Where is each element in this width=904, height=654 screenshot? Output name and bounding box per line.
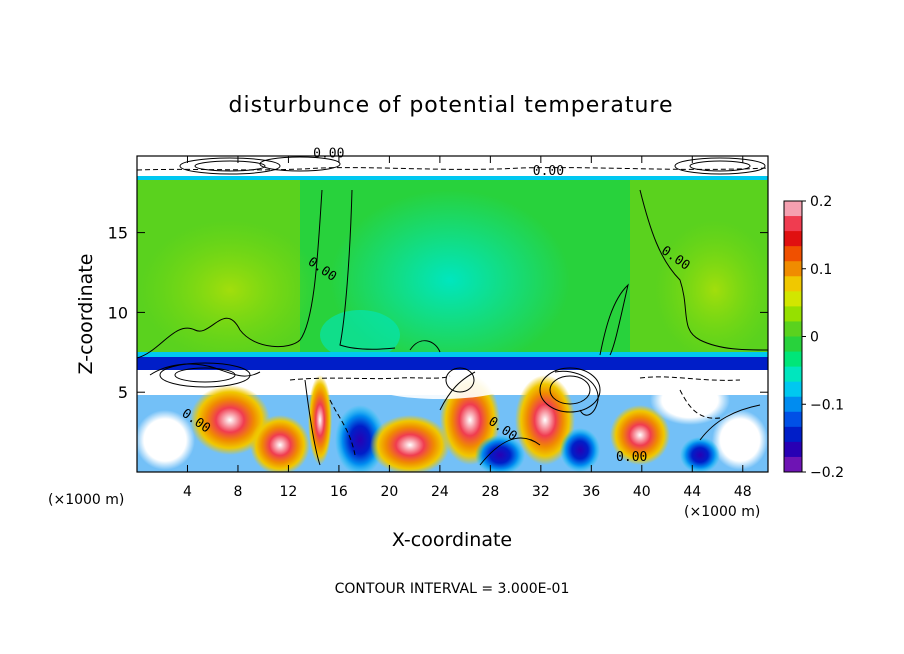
contour-lines xyxy=(137,189,768,466)
cell-3 xyxy=(250,415,310,472)
x-tick-label-5: 24 xyxy=(431,484,449,500)
contour-label-4: 0.00 xyxy=(616,450,647,465)
top-cyan-line xyxy=(137,176,768,180)
cell-8 xyxy=(475,435,525,472)
x-tick-label-7: 32 xyxy=(532,484,550,500)
colorbar-swatch-1 xyxy=(784,216,802,232)
colorbar-swatch-0 xyxy=(784,201,802,217)
contour-interval-footer: CONTOUR INTERVAL = 3.000E-01 xyxy=(335,581,570,597)
colorbar-tick-label-1: 0.1 xyxy=(810,262,832,278)
upper-yellow-left xyxy=(140,220,320,360)
contour-dashed xyxy=(137,167,768,456)
colorbar-swatch-16 xyxy=(784,441,802,458)
colorbar-swatch-5 xyxy=(784,276,802,292)
heatmap-field xyxy=(137,156,768,472)
cell-15 xyxy=(370,371,510,399)
cell-2 xyxy=(190,385,270,455)
colorbar-swatch-7 xyxy=(784,306,802,322)
cell-13 xyxy=(712,410,768,470)
colorbar-swatch-10 xyxy=(784,351,802,368)
x-tick-label-6: 28 xyxy=(481,484,499,500)
colorbar-swatch-13 xyxy=(784,396,802,413)
x-unit-right: (×1000 m) xyxy=(684,504,760,520)
x-unit-left: (×1000 m) xyxy=(48,492,124,508)
contour-label-6: 0.00 xyxy=(533,164,564,179)
x-tick-label-1: 8 xyxy=(233,484,242,500)
cell-14 xyxy=(680,437,720,472)
x-tick-label-8: 36 xyxy=(582,484,600,500)
colorbar-tick-label-2: 0 xyxy=(810,330,819,346)
colorbar-swatch-4 xyxy=(784,261,802,277)
x-tick-label-0: 4 xyxy=(183,484,192,500)
colorbar-swatch-9 xyxy=(784,336,802,353)
cell-1 xyxy=(137,410,195,470)
top-contour-swirls xyxy=(179,156,766,175)
cell-11 xyxy=(610,405,670,465)
colorbar-swatch-8 xyxy=(784,321,802,337)
colorbar-swatch-14 xyxy=(784,411,802,428)
colorbar: 0.2 0.1 0 −0.1 −0.2 xyxy=(783,194,844,481)
x-tick-label-11: 48 xyxy=(734,484,752,500)
colorbar-swatch-6 xyxy=(784,291,802,307)
colorbar-tick-label-0: 0.2 xyxy=(810,194,832,210)
colorbar-swatch-2 xyxy=(784,231,802,247)
x-axis-label: X-coordinate xyxy=(392,529,512,551)
top-white-band xyxy=(137,156,768,178)
colorbar-swatch-12 xyxy=(784,381,802,398)
x-tick-label-9: 40 xyxy=(633,484,651,500)
y-tick-label-1: 10 xyxy=(108,303,128,322)
cell-10 xyxy=(560,428,600,472)
y-tick-label-0: 5 xyxy=(118,383,128,402)
x-axis: 4 8 12 16 20 24 28 32 36 40 44 48 xyxy=(183,156,752,500)
cell-6 xyxy=(370,415,450,472)
tropopause-contour-swirls xyxy=(159,362,601,413)
cell-12 xyxy=(650,375,730,425)
tropopause-cyan xyxy=(137,352,768,357)
x-tick-label-10: 44 xyxy=(683,484,701,500)
colorbar-swatch-3 xyxy=(784,246,802,262)
colorbar-swatch-15 xyxy=(784,426,802,443)
y-axis-label: Z-coordinate xyxy=(75,254,97,375)
tropopause-band xyxy=(137,356,768,370)
y-tick-label-2: 15 xyxy=(108,224,128,243)
colorbar-swatch-17 xyxy=(784,456,802,473)
cell-4 xyxy=(308,375,332,465)
upper-cyan-blob xyxy=(320,310,400,360)
cell-9 xyxy=(515,375,575,465)
chart-title: disturbunce of potential temperature xyxy=(229,93,674,118)
colorbar-tick-label-3: −0.1 xyxy=(810,397,844,413)
colorbar-swatch-11 xyxy=(784,366,802,383)
x-tick-label-4: 20 xyxy=(380,484,398,500)
colorbar-tick-label-4: −0.2 xyxy=(810,465,844,481)
contour-label-5: 0.00 xyxy=(313,147,344,162)
x-tick-label-3: 16 xyxy=(330,484,348,500)
y-axis: 5 10 15 xyxy=(108,224,768,402)
upper-yellow-right xyxy=(655,220,768,360)
plot-frame xyxy=(136,155,769,473)
x-tick-label-2: 12 xyxy=(280,484,298,500)
